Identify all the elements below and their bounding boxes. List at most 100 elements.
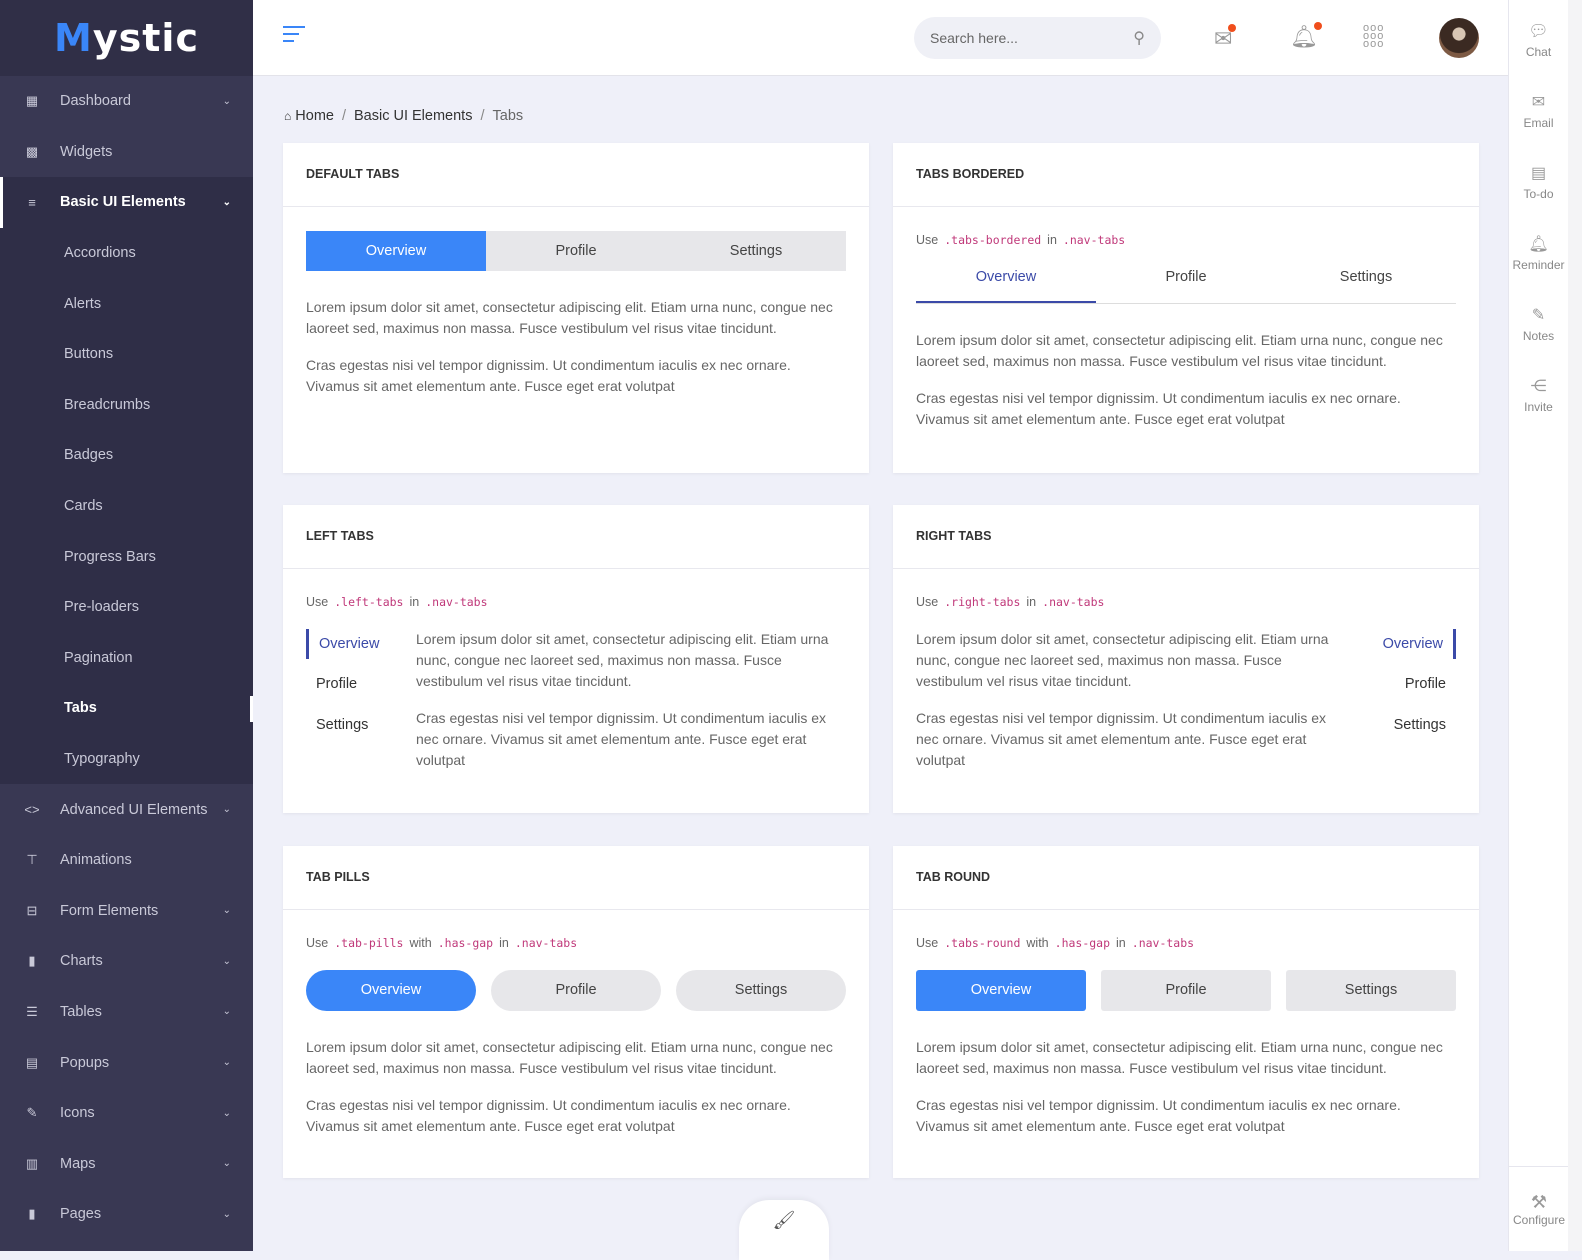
rail-label: Invite	[1524, 399, 1553, 414]
tab-profile[interactable]: Profile	[1165, 269, 1207, 285]
rail-email-button[interactable]: ✉︎ Email	[1509, 71, 1568, 142]
avatar[interactable]	[1439, 18, 1479, 58]
code-class: .tabs-bordered	[944, 233, 1042, 247]
sidebar-item-animations[interactable]: ⊤ Animations	[0, 835, 253, 886]
rail-notes-button[interactable]: ✎︎ Notes	[1509, 284, 1568, 355]
mail-icon[interactable]: ✉	[1214, 24, 1237, 52]
sidebar-item-charts[interactable]: ▮ Charts ⌄	[0, 936, 253, 987]
tables-icon: ☰	[26, 1003, 38, 1019]
sidebar-item-form-elements[interactable]: ⊟ Form Elements ⌄	[0, 886, 253, 937]
usage-text: with	[1026, 936, 1049, 950]
nav-tabs: Overview Profile Settings	[306, 231, 846, 271]
sidebar-item-label: Form Elements	[60, 902, 159, 919]
tab-content-paragraph: Lorem ipsum dolor sit amet, consectetur …	[306, 1039, 833, 1076]
tab-profile[interactable]: Profile	[491, 970, 661, 1011]
usage-text: Use	[306, 595, 329, 609]
tab-content-paragraph: Cras egestas nisi vel tempor dignissim. …	[916, 390, 1401, 427]
sidebar-item-popups[interactable]: ▤ Popups ⌄	[0, 1037, 253, 1088]
tab-settings[interactable]: Settings	[316, 717, 369, 733]
rail-label: Reminder	[1512, 257, 1565, 272]
sidebar-subitem-typography[interactable]: Typography	[64, 751, 140, 768]
sidebar-subitem-pagination[interactable]: Pagination	[64, 649, 133, 666]
code-class: .has-gap	[437, 936, 494, 950]
sidebar-subitem-badges[interactable]: Badges	[64, 447, 114, 464]
usage-text: in	[409, 595, 420, 609]
vertical-tabs: Overview Profile Settings	[306, 629, 416, 787]
card-title: TAB PILLS	[283, 846, 869, 910]
menu-toggle-icon[interactable]	[283, 26, 305, 47]
tab-profile[interactable]: Profile	[1404, 676, 1446, 692]
chevron-down-icon: ⌄	[222, 1208, 231, 1220]
configure-button[interactable]: ⚒ Configure	[1509, 1166, 1569, 1251]
rail-reminder-button[interactable]: 🔔︎ Reminder	[1509, 213, 1568, 284]
card-bordered-tabs: TABS BORDERED Use .tabs-bordered in .nav-tab…	[893, 143, 1479, 473]
tab-profile[interactable]: Profile	[316, 676, 358, 692]
tab-overview[interactable]: Overview	[1346, 629, 1456, 659]
breadcrumb-current: Tabs	[492, 108, 524, 124]
chevron-down-icon: ⌄	[222, 1006, 231, 1018]
rail-to-do-button[interactable]: ▤︎ To-do	[1509, 142, 1568, 213]
search-icon[interactable]: ⚲	[1133, 30, 1145, 47]
apps-grid-icon[interactable]: ooo ooo ooo	[1363, 22, 1385, 50]
sidebar-item-pages[interactable]: ▮ Pages ⌄	[0, 1189, 253, 1240]
tab-settings[interactable]: Settings	[1286, 970, 1456, 1011]
usage-text: Use	[916, 936, 939, 950]
bar-chart-icon: ▮	[28, 953, 36, 969]
breadcrumb-section[interactable]: Basic UI Elements	[354, 108, 473, 124]
tab-settings[interactable]: Settings	[1393, 717, 1446, 733]
bell-icon[interactable]: 🔔︎	[1290, 22, 1322, 50]
tab-overview[interactable]: Overview	[306, 970, 476, 1011]
to-do-icon: ▤︎	[1530, 164, 1547, 182]
card-title: TAB ROUND	[893, 846, 1479, 910]
sidebar-item-basic-ui-elements[interactable]: ≡ Basic UI Elements ⌄	[0, 177, 253, 228]
card-default-tabs: DEFAULT TABS Overview Profile Settings Lorem…	[283, 143, 869, 473]
breadcrumb-home[interactable]: Home	[295, 108, 334, 124]
rail-invite-button[interactable]: ⋲︎ Invite	[1509, 355, 1568, 426]
sidebar-item-dashboard[interactable]: ▦ Dashboard ⌄	[0, 76, 253, 127]
card-title: DEFAULT TABS	[283, 143, 869, 207]
home-icon: ⌂	[284, 109, 292, 123]
usage-note: Use .left-tabs in .nav-tabs	[306, 595, 846, 609]
tab-content-paragraph: Cras egestas nisi vel tempor dignissim. …	[916, 710, 1327, 768]
sidebar-subitem-cards[interactable]: Cards	[64, 498, 103, 515]
sidebar-subitem-pre-loaders[interactable]: Pre-loaders	[64, 599, 139, 616]
tab-overview[interactable]: Overview	[916, 970, 1086, 1011]
widgets-icon: ▩	[25, 143, 39, 159]
tab-settings[interactable]: Settings	[666, 231, 846, 271]
tab-profile[interactable]: Profile	[1101, 970, 1271, 1011]
tab-overview[interactable]: Overview	[916, 263, 1096, 303]
search-input[interactable]: Search here... ⚲	[914, 17, 1161, 59]
sidebar-subitem-buttons[interactable]: Buttons	[64, 346, 114, 363]
code-class: .nav-tabs	[514, 936, 578, 950]
tools-icon: ⚒	[1530, 1191, 1548, 1212]
sidebar-subitem-breadcrumbs[interactable]: Breadcrumbs	[64, 396, 151, 413]
scrollbar[interactable]	[1568, 0, 1582, 1251]
sidebar-subitem-alerts[interactable]: Alerts	[64, 295, 102, 312]
tab-settings[interactable]: Settings	[1339, 269, 1393, 285]
sidebar-item-widgets[interactable]: ▩ Widgets	[0, 127, 253, 178]
sidebar-subitem-progress-bars[interactable]: Progress Bars	[64, 548, 156, 565]
file-icon: ▮	[28, 1206, 36, 1222]
card-left-tabs: LEFT TABS Use .left-tabs in .nav-tabs Overvie…	[283, 505, 869, 813]
sidebar-item-maps[interactable]: ▥ Maps ⌄	[0, 1138, 253, 1189]
card-pills-tabs: TAB PILLS Use .tab-pills with .has-gap in .nav…	[283, 846, 869, 1178]
theme-customizer-button[interactable]: 🖌︎	[739, 1200, 829, 1260]
sidebar-item-icons[interactable]: ✎ Icons ⌄	[0, 1088, 253, 1139]
breadcrumb: ⌂ Home / Basic UI Elements / Tabs	[284, 108, 524, 124]
tab-content-paragraph: Cras egestas nisi vel tempor dignissim. …	[916, 1097, 1401, 1134]
tab-overview[interactable]: Overview	[306, 231, 486, 271]
chevron-down-icon: ⌄	[222, 804, 231, 816]
tab-content-paragraph: Cras egestas nisi vel tempor dignissim. …	[416, 710, 827, 768]
tab-content-paragraph: Cras egestas nisi vel tempor dignissim. …	[306, 357, 791, 394]
sidebar-subitem-tabs[interactable]: Tabs	[0, 683, 253, 734]
rail-chat-button[interactable]: 💬︎ Chat	[1509, 0, 1568, 71]
tab-settings[interactable]: Settings	[676, 970, 846, 1011]
sidebar-item-tables[interactable]: ☰ Tables ⌄	[0, 987, 253, 1038]
chevron-down-icon: ⌄	[222, 1158, 231, 1170]
search-placeholder: Search here...	[930, 30, 1018, 46]
sidebar-subitem-accordions[interactable]: Accordions	[64, 245, 136, 262]
tab-profile[interactable]: Profile	[486, 231, 666, 271]
sidebar-item-advanced-ui-elements[interactable]: <> Advanced UI Elements ⌄	[0, 784, 253, 835]
tab-overview[interactable]: Overview	[306, 629, 416, 659]
